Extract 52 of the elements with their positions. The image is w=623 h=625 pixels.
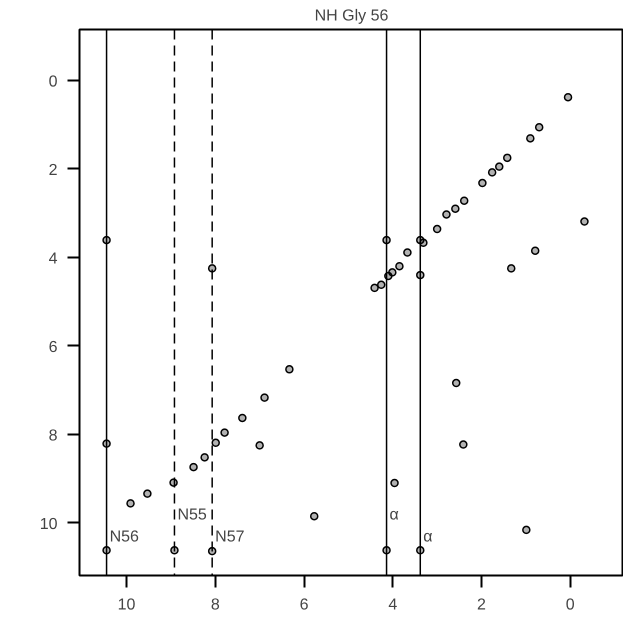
point xyxy=(488,168,496,177)
point xyxy=(126,499,135,508)
point xyxy=(395,262,404,270)
point xyxy=(495,162,504,171)
point xyxy=(255,441,264,450)
point xyxy=(580,217,589,226)
point xyxy=(502,154,512,162)
point xyxy=(238,414,247,422)
point xyxy=(403,248,412,257)
y-tick-label: 2 xyxy=(48,162,58,179)
point xyxy=(260,393,269,402)
ref-line-label: N56 xyxy=(110,528,140,546)
point xyxy=(442,210,451,219)
point xyxy=(506,264,516,273)
ref-line-label: N57 xyxy=(215,528,245,546)
point xyxy=(208,264,216,273)
point xyxy=(310,512,318,520)
x-tick-label: 10 xyxy=(118,596,136,614)
y-tick-label: 0 xyxy=(48,73,58,90)
point xyxy=(200,453,209,462)
y-tick-label: 8 xyxy=(48,427,58,444)
point xyxy=(564,92,572,102)
point xyxy=(143,489,152,498)
ref-line-label: α xyxy=(390,506,399,524)
point xyxy=(452,378,460,388)
point xyxy=(211,438,220,448)
chart-title: NH Gly 56 xyxy=(314,8,388,24)
point xyxy=(189,462,198,472)
y-tick-label: 4 xyxy=(48,250,58,268)
point xyxy=(370,284,379,292)
point xyxy=(530,246,540,255)
x-tick-label: 0 xyxy=(566,596,575,614)
point xyxy=(522,526,531,534)
x-tick-label: 6 xyxy=(300,596,309,614)
point xyxy=(390,478,399,488)
x-tick-label: 8 xyxy=(210,596,220,614)
y-tick-label: 6 xyxy=(48,338,58,356)
point xyxy=(285,365,294,374)
point xyxy=(376,280,386,290)
point xyxy=(432,224,442,234)
point xyxy=(459,440,468,449)
point xyxy=(220,428,229,437)
y-tick-label: 10 xyxy=(40,516,58,533)
x-tick-label: 2 xyxy=(477,596,486,614)
ref-line-label: N55 xyxy=(177,506,207,524)
point xyxy=(460,196,468,205)
point xyxy=(526,134,535,143)
point xyxy=(478,178,487,188)
point xyxy=(534,123,544,132)
x-tick-label: 4 xyxy=(388,596,398,614)
point xyxy=(451,204,460,213)
ref-line-label: α xyxy=(423,528,433,546)
